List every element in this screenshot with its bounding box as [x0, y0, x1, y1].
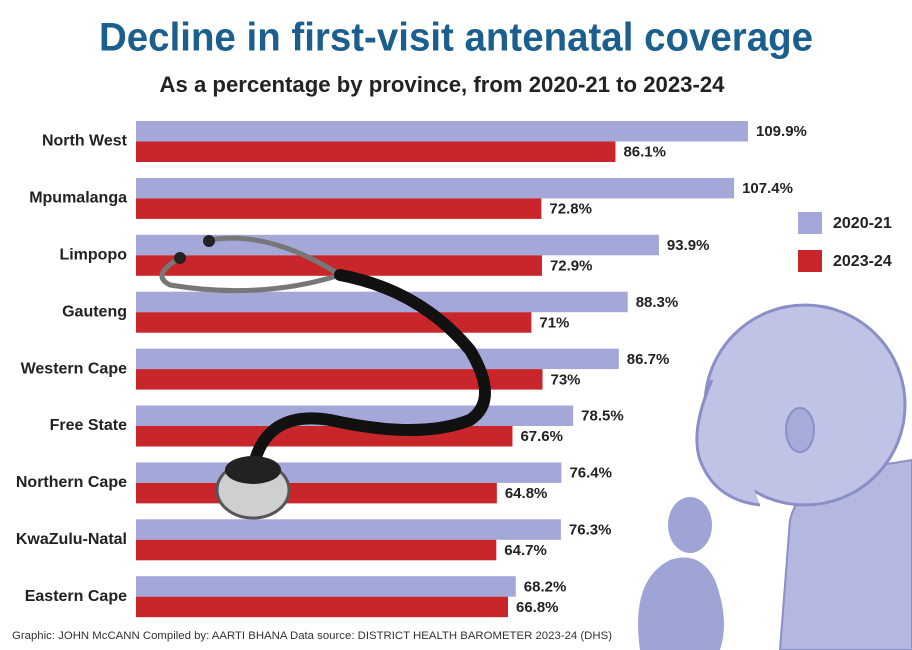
- bar: [136, 369, 543, 390]
- value-label: 67.6%: [520, 428, 563, 445]
- bar: [136, 482, 497, 504]
- value-label: 93.9%: [667, 237, 710, 254]
- category-label: North West: [42, 133, 128, 150]
- value-label: 86.1%: [623, 144, 666, 161]
- bar: [136, 576, 516, 597]
- value-label: 107.4%: [742, 180, 793, 197]
- value-label: 76.4%: [569, 465, 612, 482]
- category-label: Gauteng: [62, 303, 127, 320]
- value-label: 86.7%: [627, 351, 670, 368]
- value-label: 78.5%: [581, 408, 624, 425]
- category-label: Limpopo: [59, 247, 127, 264]
- category-label: KwaZulu-Natal: [16, 531, 127, 548]
- bar: [136, 312, 532, 333]
- bar: [136, 348, 619, 370]
- bar: [136, 141, 616, 162]
- legend-swatch: [798, 212, 822, 234]
- legend-label: 2023-24: [833, 253, 892, 270]
- value-label: 72.8%: [549, 201, 592, 218]
- value-label: 68.2%: [524, 578, 567, 595]
- source-note: Graphic: JOHN McCANN Compiled by: AARTI …: [12, 630, 612, 642]
- legend: 2020-21 2023-24: [798, 212, 892, 272]
- bar: [136, 198, 542, 219]
- bar: [136, 291, 628, 313]
- bar: [136, 255, 542, 276]
- value-label: 76.3%: [569, 522, 612, 539]
- bar: [136, 539, 497, 561]
- chart-subtitle: As a percentage by province, from 2020-2…: [160, 72, 726, 97]
- category-label: Eastern Cape: [25, 588, 127, 605]
- category-label: Free State: [50, 417, 127, 434]
- category-label: Western Cape: [21, 360, 128, 377]
- legend-swatch: [798, 250, 822, 272]
- bar: [136, 462, 562, 483]
- chart-title: Decline in first-visit antenatal coverag…: [99, 16, 813, 60]
- bar: [136, 596, 508, 618]
- value-label: 71%: [539, 314, 569, 331]
- stethoscope: [159, 235, 491, 520]
- legend-label: 2020-21: [833, 215, 892, 232]
- value-label: 64.7%: [504, 542, 547, 559]
- value-label: 72.9%: [550, 258, 593, 275]
- value-label: 66.8%: [516, 599, 559, 616]
- bar: [136, 519, 561, 540]
- category-label: Northern Cape: [16, 474, 127, 491]
- category-label: Mpumalanga: [29, 190, 127, 207]
- value-label: 64.8%: [505, 485, 548, 502]
- value-label: 88.3%: [636, 294, 679, 311]
- baby-illustration: [638, 303, 912, 650]
- value-label: 109.9%: [756, 123, 807, 140]
- bar: [136, 177, 735, 199]
- bar: [136, 121, 748, 142]
- value-label: 73%: [551, 371, 581, 388]
